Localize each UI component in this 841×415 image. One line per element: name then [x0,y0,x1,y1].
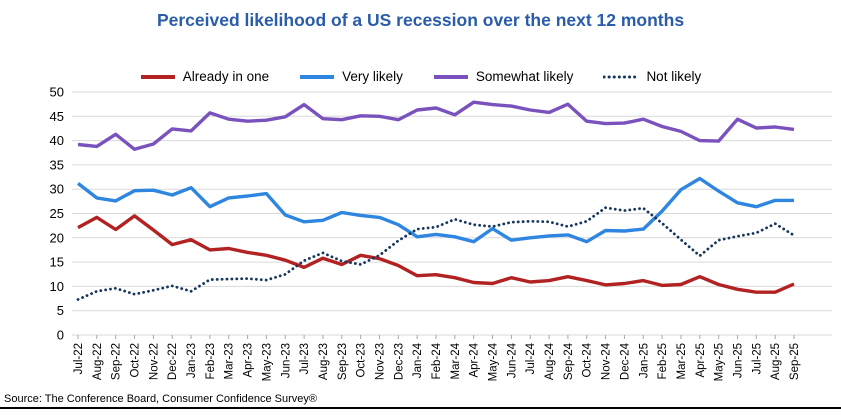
x-tick-label: Sep-22 [111,343,123,380]
x-tick-label: Mar-23 [224,343,236,379]
x-tick-label: Aug-23 [318,343,330,380]
y-tick-label: 40 [50,133,64,148]
x-tick-label: Jul-24 [525,342,537,374]
x-tick-label: Nov-22 [148,343,160,380]
series-very-likely [76,176,794,244]
y-axis-labels: 0 5 10 15 20 25 30 35 40 45 50 [50,85,64,343]
y-tick-label: 35 [50,157,64,172]
y-tick-label: 20 [50,230,64,245]
y-tick-label: 10 [50,279,64,294]
series-not-likely [76,206,796,301]
legend-item-very-likely: Very likely [299,69,403,84]
y-tick-label: 30 [50,182,64,197]
y-tick-label: 50 [50,85,64,100]
x-tick-label: Feb-24 [431,342,443,379]
x-tick-label: May-25 [714,343,726,381]
y-tick-label: 45 [50,109,64,124]
x-tick-label: Dec-24 [619,342,631,380]
dotted-line-swatch-icon [603,75,640,78]
x-tick-label: Apr-25 [695,343,707,378]
x-tick-label: Apr-23 [243,343,255,378]
x-tick-label: Aug-24 [544,342,556,380]
y-tick-label: 15 [50,255,64,270]
x-tick-label: Feb-23 [205,343,217,379]
x-tick-label: Sep-23 [337,343,349,380]
x-tick-label: Mar-24 [450,342,462,379]
x-tick-label: May-24 [488,342,500,381]
x-axis-ticks [77,335,795,339]
x-tick-label: Mar-25 [676,343,688,379]
x-tick-label: Jun-24 [506,342,518,378]
series-somewhat-likely [77,100,795,152]
x-tick-label: Oct-24 [582,342,594,377]
x-tick-label: Sep-24 [563,342,575,380]
solid-line-swatch-icon [433,74,468,79]
x-tick-label: Jan-23 [186,343,198,378]
x-tick-label: Jan-24 [412,342,424,378]
x-tick-label: Dec-22 [167,343,179,380]
x-tick-label: Sep-25 [789,343,801,380]
legend-label: Already in one [182,69,270,84]
x-axis-labels: Jul-22 Aug-22 Sep-22 Oct-22 Nov-22 Dec-22 Jan-… [73,342,801,381]
x-tick-label: Apr-24 [469,342,481,377]
y-tick-label: 0 [57,328,64,343]
series-already-in-one [77,214,795,294]
legend-label: Not likely [646,69,702,84]
bottom-rule [0,407,841,409]
legend-label: Somewhat likely [475,69,574,84]
solid-line-swatch-icon [140,74,175,79]
x-tick-label: Jan-25 [638,343,650,378]
y-gridlines [72,91,832,336]
legend-item-not-likely: Not likely [603,69,701,84]
x-tick-label: Jul-25 [751,343,763,374]
x-tick-label: Nov-24 [601,342,613,380]
x-tick-label: May-23 [261,343,273,381]
x-tick-label: Jun-25 [732,343,744,378]
x-tick-label: Aug-25 [770,343,782,380]
x-tick-label: Dec-23 [393,343,405,380]
x-tick-label: Jul-22 [73,343,85,374]
legend-label: Very likely [342,69,403,84]
legend-item-already-in-one: Already in one [140,69,269,84]
x-tick-label: Jul-23 [299,343,311,374]
x-tick-label: Nov-23 [374,343,386,380]
solid-line-swatch-icon [300,74,335,79]
x-tick-label: Oct-23 [356,343,368,378]
x-tick-label: Aug-22 [92,343,104,380]
y-tick-label: 5 [57,303,64,318]
legend-item-somewhat-likely: Somewhat likely [433,69,574,84]
x-tick-label: Oct-22 [130,343,142,378]
source-note: Source: The Conference Board, Consumer C… [4,393,318,405]
chart-title: Perceived likelihood of a US recession o… [156,10,685,30]
x-tick-label: Feb-25 [657,343,669,379]
chart-legend: Already in one Very likely Somewhat likely… [0,69,841,84]
x-tick-label: Jun-23 [280,343,292,378]
y-tick-label: 25 [50,206,64,221]
